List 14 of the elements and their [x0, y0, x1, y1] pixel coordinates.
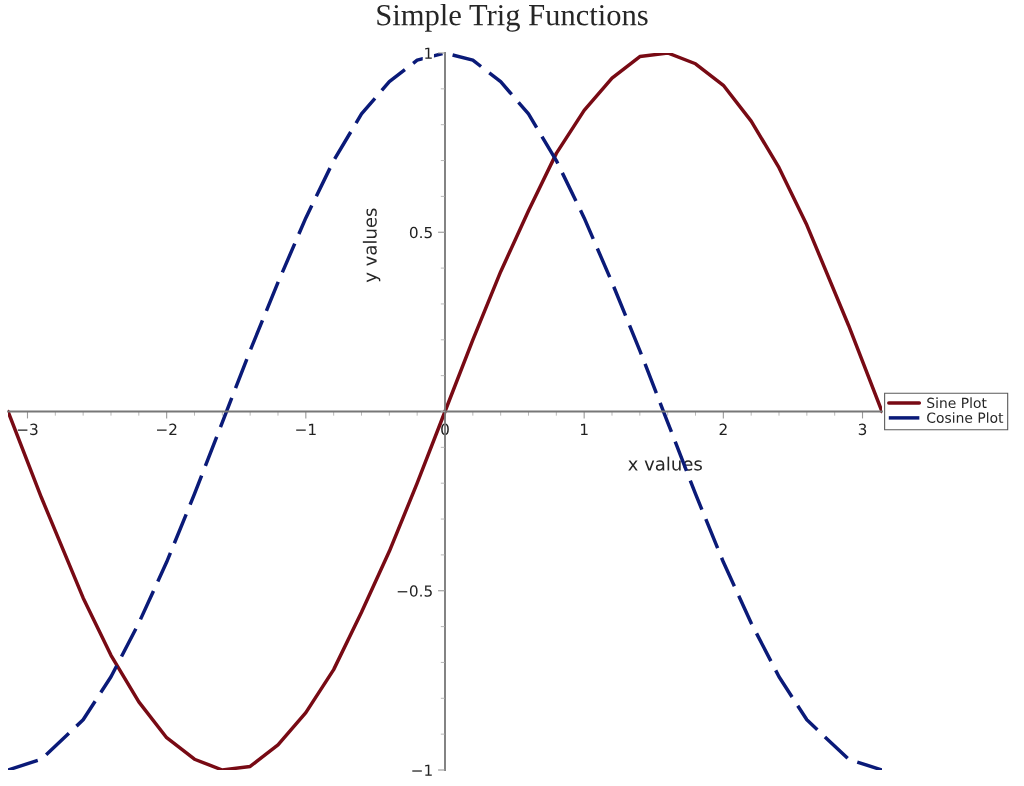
x-tick-label: −1 [296, 423, 316, 435]
y-tick-label: −1 [412, 764, 432, 776]
chart-title: Simple Trig Functions [377, 3, 648, 32]
y-axis-title: y values [362, 208, 381, 283]
y-tick-label: 0.5 [409, 226, 432, 239]
x-tick-label: 3 [858, 423, 867, 436]
y-tick-label: −0.5 [397, 585, 432, 597]
x-tick-label: −3 [17, 423, 38, 436]
legend-label: Cosine Plot [927, 412, 1004, 423]
legend-label: Sine Plot [927, 397, 987, 409]
y-tick-label: 1 [425, 47, 432, 59]
x-tick-label: 2 [719, 423, 727, 435]
x-tick-label: 1 [580, 423, 588, 435]
x-tick-label: −2 [157, 423, 177, 435]
